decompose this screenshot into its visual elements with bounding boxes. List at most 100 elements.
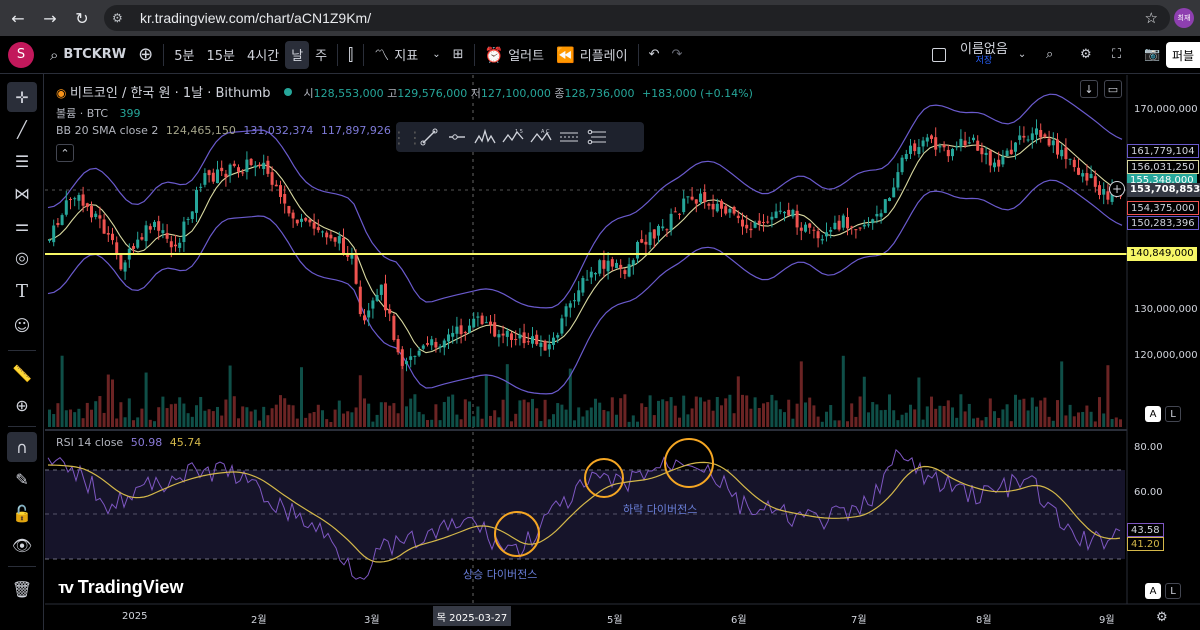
volume-bar — [564, 409, 568, 427]
back-icon[interactable]: ← — [11, 8, 25, 28]
tradingview-logo[interactable]: ᴛᴠ TradingView — [58, 577, 183, 598]
bullish-divergence-text[interactable]: 상승 다이버전스 — [463, 568, 538, 581]
add-alert-plus-icon[interactable]: + — [1109, 181, 1125, 197]
interval-날[interactable]: 날 — [285, 40, 310, 69]
volume-bar — [1014, 394, 1017, 427]
interval-15분[interactable]: 15분 — [206, 49, 235, 64]
volume-bar — [770, 394, 774, 427]
fib-tool[interactable]: ☰ — [7, 146, 37, 176]
redo-button[interactable]: ↷ — [666, 41, 689, 69]
candle-body — [728, 208, 732, 213]
hide-drawings-tool[interactable]: 👁 — [7, 530, 37, 560]
candle-body — [308, 219, 312, 223]
fav-fib-channel-button[interactable] — [584, 124, 610, 150]
fav-horizontal-ray-button[interactable] — [444, 124, 470, 150]
volume-bar — [1035, 406, 1038, 427]
candle-body — [1102, 189, 1106, 195]
snapshot-button[interactable]: 📷 — [1138, 41, 1166, 69]
fav-parallel-channel-button[interactable] — [556, 124, 582, 150]
text-tool[interactable]: T — [7, 276, 37, 306]
volume-bar — [140, 408, 144, 427]
crosshair-tool[interactable]: ✛ — [7, 82, 37, 112]
forward-icon[interactable]: → — [43, 8, 57, 28]
collapse-legend-button[interactable]: ⌃ — [56, 144, 74, 162]
compare-symbol-button[interactable]: ⊕ — [132, 41, 159, 69]
site-settings-icon[interactable]: ⚙ — [112, 11, 123, 25]
move-pane-down-button[interactable]: ↓ — [1080, 80, 1098, 98]
stay-drawing-tool[interactable]: ✎ — [7, 464, 37, 494]
symbol-search-button[interactable]: ⌕ BTCKRW — [44, 41, 132, 69]
magnet-tool[interactable]: ∩ — [7, 432, 37, 462]
pattern-tool[interactable]: ⋈ — [7, 178, 37, 208]
candle-body — [350, 253, 354, 259]
volume-bar — [934, 408, 938, 427]
candle-body — [522, 332, 526, 344]
volume-bar — [787, 399, 791, 427]
layout-name-button[interactable]: 이름없음 저장 ⌄ — [926, 41, 1032, 69]
forecast-tool[interactable]: ⚌ — [7, 210, 37, 240]
maximize-pane-button[interactable]: ▭ — [1104, 80, 1122, 98]
chart-type-button[interactable]: ⫿ — [342, 41, 359, 69]
candle-body — [862, 224, 866, 227]
lock-drawings-tool[interactable]: 🔓 — [7, 498, 37, 528]
bearish-divergence-circle-2[interactable] — [664, 438, 714, 488]
volume-bar — [757, 408, 761, 427]
publish-button[interactable]: 퍼블 — [1166, 42, 1200, 68]
bearish-divergence-text[interactable]: 하락 다이버전스 — [623, 503, 698, 516]
reload-icon[interactable]: ↻ — [75, 8, 89, 28]
interval-주[interactable]: 주 — [315, 49, 328, 64]
candle-body — [400, 349, 404, 366]
symbol-title[interactable]: 비트코인 / 한국 원 · 1날 · Bithumb — [69, 86, 271, 101]
user-avatar[interactable]: S — [8, 41, 34, 68]
bookmark-star-icon[interactable]: ☆ — [1144, 9, 1158, 27]
fav-abcd-button[interactable]: A C — [528, 124, 554, 150]
fav-head-shoulders-button[interactable] — [472, 124, 498, 150]
browser-profile-avatar[interactable]: 최재 — [1174, 8, 1194, 28]
candle-body — [333, 237, 337, 242]
interval-5분[interactable]: 5분 — [174, 49, 195, 64]
interval-4시간[interactable]: 4시간 — [247, 49, 280, 64]
zoom-tool[interactable]: ⊕ — [7, 390, 37, 420]
log-scale-button[interactable]: L — [1165, 406, 1181, 422]
alert-button[interactable]: ⏰ 얼러트 — [479, 41, 551, 69]
volume-bar — [833, 420, 837, 427]
auto-scale-button[interactable]: A — [1145, 406, 1161, 422]
pattern-icon: ⋈ — [14, 183, 30, 203]
undo-button[interactable]: ↶ — [643, 41, 666, 69]
remove-drawings-tool[interactable]: 🗑 — [7, 574, 37, 604]
trend-line-tool[interactable]: ╱ — [7, 114, 37, 144]
rsi-log-scale-button[interactable]: L — [1165, 583, 1181, 599]
shapes-tool[interactable]: ◎ — [7, 242, 37, 272]
volume-bar — [543, 399, 547, 427]
settings-button[interactable]: ⚙ — [1074, 41, 1098, 69]
volume-bar — [510, 421, 513, 427]
volume-bar — [291, 405, 295, 427]
candle-body — [69, 199, 72, 201]
volume-bar — [980, 420, 984, 427]
volume-bar — [463, 399, 467, 427]
candle-body — [203, 173, 207, 185]
bullish-divergence-circle[interactable] — [494, 511, 540, 557]
drag-handle-icon[interactable]: ⋮⋮ — [391, 127, 423, 147]
rsi-auto-scale-button[interactable]: A — [1145, 583, 1161, 599]
volume-bar — [900, 414, 904, 427]
volume-bar — [972, 418, 975, 427]
measure-tool[interactable]: 📏 — [7, 358, 37, 388]
candle-body — [804, 224, 807, 232]
candle-body — [623, 270, 627, 274]
bearish-divergence-circle-1[interactable] — [584, 458, 624, 498]
icon-tool[interactable]: ☺ — [7, 310, 37, 340]
templates-button[interactable]: ⊞ — [447, 41, 470, 69]
address-bar[interactable]: ⚙ kr.tradingview.com/chart/aCN1Z9Km/ ☆ — [104, 5, 1170, 31]
chevron-down-icon: ⌄ — [432, 49, 441, 60]
quick-search-button[interactable]: ⌕ — [1040, 41, 1059, 69]
time-axis-settings-icon[interactable]: ⚙ — [1156, 610, 1168, 625]
fullscreen-button[interactable]: ⛶ — [1106, 41, 1127, 69]
replay-button[interactable]: ⏪ 리플레이 — [550, 41, 634, 69]
fav-elliott-wave-button[interactable]: 1 5 — [500, 124, 526, 150]
volume-bar — [619, 398, 623, 427]
volume-bar — [316, 404, 320, 427]
fav-trendline-button[interactable] — [416, 124, 442, 150]
indicators-button[interactable]: 〽 지표 ⌄ — [368, 41, 446, 69]
